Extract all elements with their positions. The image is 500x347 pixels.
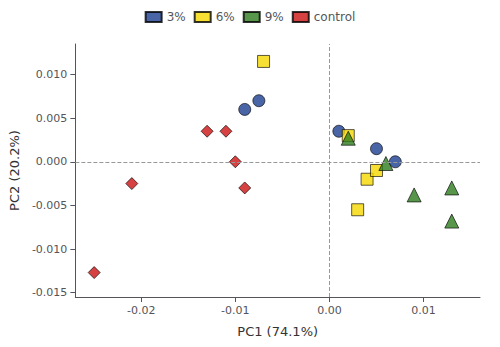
svg-text:0.00: 0.00 — [317, 304, 342, 317]
svg-text:PC1 (74.1%): PC1 (74.1%) — [237, 324, 318, 339]
svg-text:0.01: 0.01 — [411, 304, 436, 317]
svg-text:-0.010: -0.010 — [32, 243, 67, 256]
svg-text:0.010: 0.010 — [36, 68, 68, 81]
svg-text:3%: 3% — [167, 10, 186, 24]
svg-text:-0.01: -0.01 — [221, 304, 249, 317]
svg-text:0.000: 0.000 — [36, 155, 68, 168]
svg-text:-0.02: -0.02 — [127, 304, 155, 317]
svg-text:-0.005: -0.005 — [32, 199, 67, 212]
svg-text:-0.015: -0.015 — [32, 286, 67, 299]
svg-text:9%: 9% — [265, 10, 284, 24]
svg-text:6%: 6% — [216, 10, 235, 24]
svg-text:PC2 (20.2%): PC2 (20.2%) — [7, 130, 22, 211]
svg-text:0.005: 0.005 — [36, 112, 68, 125]
svg-text:control: control — [314, 10, 356, 24]
